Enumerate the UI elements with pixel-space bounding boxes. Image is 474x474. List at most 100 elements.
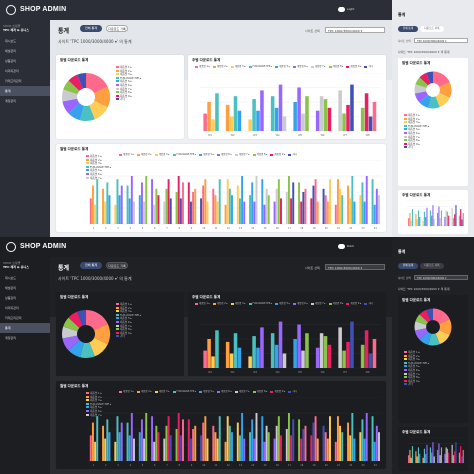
legend-item[interactable]: 제품명 3 ▸ — [152, 390, 170, 393]
bar[interactable] — [270, 96, 275, 131]
legend-item[interactable]: 기타 — [404, 146, 429, 150]
bar[interactable] — [251, 419, 254, 461]
legend-item[interactable]: 제품명 6 ▸ — [290, 302, 308, 305]
bar[interactable] — [298, 419, 301, 461]
bar[interactable] — [416, 219, 418, 227]
bar[interactable] — [316, 201, 319, 224]
bar[interactable] — [301, 113, 305, 131]
pie-slice[interactable] — [415, 314, 428, 325]
bar[interactable] — [327, 107, 332, 131]
pie-slice[interactable] — [68, 74, 83, 91]
legend-item[interactable]: 제품명 7 ▸ — [86, 176, 111, 181]
legend-item[interactable]: FUN-WAKE-TPP ▸ — [86, 402, 111, 407]
bar[interactable] — [96, 179, 99, 224]
sidebar-item[interactable]: 계정관리 — [5, 336, 17, 340]
bar[interactable] — [182, 182, 184, 224]
bar[interactable] — [215, 330, 219, 368]
legend-item[interactable]: 제품명 5 ▸ — [86, 169, 111, 173]
bar[interactable] — [365, 176, 368, 224]
legend-item[interactable]: 제품명 1 ▸ — [86, 155, 111, 159]
bar[interactable] — [422, 220, 424, 226]
legend-item[interactable]: FUN-WAKE-TPP ▸ — [246, 302, 272, 305]
bar[interactable] — [211, 356, 215, 368]
bar[interactable] — [273, 201, 276, 224]
bar[interactable] — [455, 205, 457, 226]
site-select[interactable]: TPC 1000/3000/4000 ▾ — [325, 264, 385, 270]
legend-item[interactable]: 제품명 3 ▸ — [116, 310, 141, 314]
bar[interactable] — [372, 339, 377, 368]
sidebar-item[interactable]: 계정관리 — [5, 99, 17, 103]
legend-item[interactable]: 제품명 3 ▸ — [228, 65, 246, 68]
bar[interactable] — [267, 195, 270, 224]
bar[interactable] — [327, 344, 332, 368]
bar[interactable] — [338, 327, 342, 368]
bar[interactable] — [263, 441, 266, 461]
bar[interactable] — [329, 416, 331, 461]
sidebar-item[interactable]: 상품관리 — [5, 59, 17, 63]
legend-item[interactable]: FUN-WAKE-TPP ▸ — [404, 124, 429, 129]
legend-item[interactable]: 제품명 3 ▸ — [86, 162, 111, 166]
bar[interactable] — [118, 432, 121, 461]
mobile-tab-all-stats[interactable]: 전체 통계 — [398, 26, 418, 32]
bar[interactable] — [319, 96, 324, 131]
bar[interactable] — [202, 422, 205, 461]
bar[interactable] — [301, 350, 305, 368]
bar[interactable] — [282, 116, 287, 132]
bar[interactable] — [200, 198, 203, 224]
pie-slice[interactable] — [86, 73, 108, 94]
bar[interactable] — [175, 429, 178, 461]
bar[interactable] — [417, 447, 420, 463]
bar[interactable] — [324, 432, 327, 461]
legend-item[interactable]: 제품명 2 ▸ — [116, 306, 141, 311]
bar[interactable] — [342, 113, 346, 131]
bar[interactable] — [261, 179, 264, 224]
bar[interactable] — [274, 344, 279, 368]
legend-item[interactable]: 제품명 2 ▸ — [86, 158, 111, 163]
legend-item[interactable]: 제품명 8 ▸ — [116, 328, 141, 332]
legend-item[interactable]: 제품명 8 ▸ — [326, 65, 343, 68]
bar[interactable] — [378, 195, 380, 224]
bar[interactable] — [233, 333, 238, 368]
legend-item[interactable]: 제품명 9 ▸ — [267, 390, 285, 393]
mobile-tab-download-history[interactable]: 다운로드 기록 — [420, 26, 444, 32]
legend-item[interactable]: 기타 — [116, 335, 141, 339]
bar[interactable] — [322, 425, 325, 461]
bar[interactable] — [323, 336, 328, 368]
bar[interactable] — [287, 413, 290, 461]
bar[interactable] — [116, 416, 119, 461]
bar[interactable] — [133, 201, 135, 224]
bar[interactable] — [138, 432, 141, 461]
legend-item[interactable]: 제품명 1 ▸ — [116, 390, 134, 393]
bar[interactable] — [145, 176, 148, 224]
legend-item[interactable]: 기타 — [285, 153, 297, 156]
bar[interactable] — [300, 438, 303, 461]
pie-slice[interactable] — [89, 100, 108, 120]
bar[interactable] — [293, 102, 297, 131]
bar[interactable] — [96, 416, 99, 461]
pie-slice[interactable] — [419, 331, 432, 345]
bar[interactable] — [265, 425, 268, 461]
bar[interactable] — [429, 447, 431, 463]
bar[interactable] — [433, 219, 435, 227]
bar[interactable] — [278, 321, 283, 368]
bar[interactable] — [326, 438, 329, 461]
bar[interactable] — [292, 182, 295, 224]
legend-item[interactable]: 제품명 8 ▸ — [250, 153, 267, 156]
bar[interactable] — [446, 211, 449, 226]
bar[interactable] — [437, 450, 439, 463]
bar[interactable] — [228, 188, 231, 224]
bar[interactable] — [255, 176, 258, 224]
bar[interactable] — [138, 195, 141, 224]
bar[interactable] — [375, 188, 378, 224]
bar[interactable] — [207, 339, 211, 368]
legend-item[interactable]: 제품명 1 ▸ — [86, 392, 111, 396]
bar[interactable] — [429, 210, 431, 226]
bar[interactable] — [315, 110, 320, 131]
pie-slice[interactable] — [419, 309, 431, 323]
bar[interactable] — [108, 195, 111, 224]
bar[interactable] — [155, 188, 158, 224]
bar[interactable] — [433, 456, 435, 464]
bar[interactable] — [455, 442, 457, 463]
bar[interactable] — [461, 456, 463, 464]
bar[interactable] — [310, 435, 313, 461]
